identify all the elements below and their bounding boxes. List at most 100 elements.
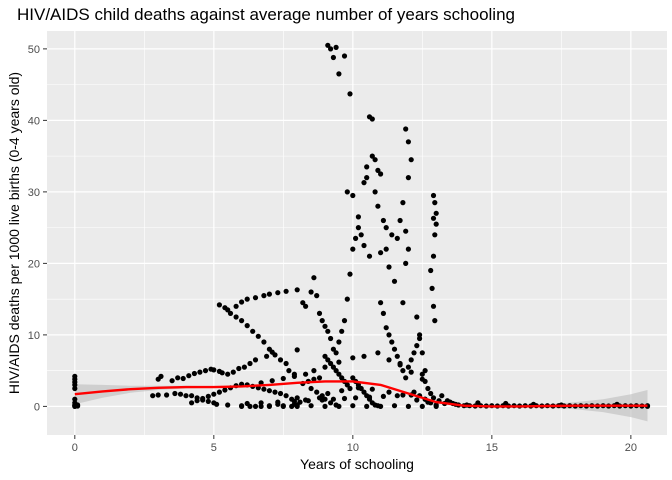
data-point [439,393,445,399]
data-point [383,225,389,231]
data-point [361,242,367,249]
data-point [353,235,359,241]
data-point [419,376,425,382]
data-point [216,302,222,308]
data-point [403,375,409,381]
data-point [361,353,367,359]
data-point [344,189,350,195]
data-point [417,332,423,338]
data-point [405,139,411,145]
data-point [330,396,336,402]
data-point [383,325,389,331]
data-point [252,295,259,301]
data-point [266,388,272,394]
data-point [272,352,278,358]
x-axis-ticks: 0 5 10 15 20 [72,435,637,454]
data-point [372,189,378,195]
data-point [380,217,386,224]
data-point [378,171,384,177]
data-point [430,253,437,259]
data-point [239,318,245,324]
data-point [432,232,438,238]
data-point [378,300,384,306]
data-point [275,290,281,296]
data-point [394,393,400,399]
y-axis-title: HIV/AIDS deaths per 1000 live births (0-… [6,72,22,394]
data-point [72,396,78,402]
data-point [394,353,400,359]
data-point [197,369,203,375]
data-point [403,260,409,266]
data-point [258,400,264,406]
data-point [364,403,370,409]
data-point [391,403,398,409]
data-point [355,214,361,220]
data-point [308,403,314,409]
data-point [314,389,320,395]
data-point [430,395,437,401]
data-point [294,347,300,353]
data-point [414,397,420,403]
data-point [336,359,342,365]
data-point [202,368,209,374]
data-point [169,378,175,384]
data-point [183,393,189,399]
data-point [372,157,378,163]
data-point [405,364,411,370]
data-point [266,403,272,409]
data-point [380,310,386,316]
data-point [350,192,356,199]
data-point [239,299,245,305]
chart-title: HIV/AIDS child deaths against average nu… [17,5,515,24]
data-point [255,333,261,339]
data-point [283,393,289,399]
smooth-line-layer [74,380,648,408]
data-point [433,403,439,409]
data-point [247,360,253,367]
data-point [397,362,403,368]
y-tick-label: 20 [28,258,40,270]
data-point [358,232,364,238]
data-point [172,390,178,397]
data-point [341,53,348,59]
x-tick-label: 0 [72,442,78,454]
data-point [408,357,414,363]
y-axis-ticks: 0 10 20 30 40 50 [28,44,47,413]
data-point [252,357,259,363]
data-point [322,323,328,329]
data-point [422,368,428,374]
data-point [328,360,334,367]
data-point [429,285,435,291]
data-point [294,395,300,401]
data-point [428,267,434,274]
data-point [303,397,309,403]
data-point [200,395,206,402]
data-point [400,392,406,398]
data-point [233,303,239,309]
data-point [189,400,195,406]
data-point [272,389,278,395]
data-point [350,375,356,381]
data-point [325,390,331,397]
data-point [241,364,247,370]
data-point [277,390,284,397]
data-point [283,360,289,367]
data-point [311,376,317,382]
data-point [350,246,356,252]
data-point [475,400,481,406]
data-point [405,403,411,409]
data-point [391,346,398,352]
data-point [383,246,389,252]
data-point [214,401,220,407]
data-point [297,399,303,405]
data-point [227,310,234,316]
data-point [191,370,197,377]
data-point [414,343,420,349]
x-tick-label: 20 [625,442,637,454]
data-point [325,357,331,363]
data-point [366,253,373,259]
data-point [258,403,264,409]
data-point [328,335,334,342]
data-point [375,167,381,173]
